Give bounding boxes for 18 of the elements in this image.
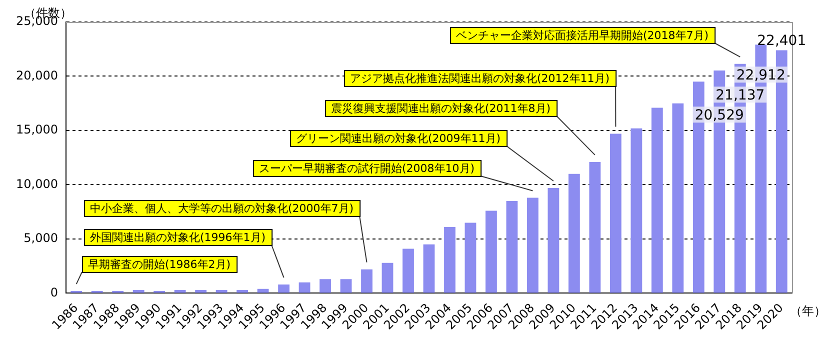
y-tick-label: 15,000	[16, 122, 58, 137]
annotation: 早期審査の開始(1986年2月)	[88, 258, 231, 271]
data-label: 22,401	[757, 32, 806, 49]
annotation: 震災復興支援関連出願の対象化(2011年8月)	[331, 102, 551, 115]
y-tick-label: 5,000	[24, 231, 58, 246]
y-tick-label: 10,000	[16, 176, 58, 191]
annotation: グリーン関連出願の対象化(2009年11月)	[296, 132, 501, 145]
data-label: 20,529	[694, 107, 744, 124]
x-axis-title: （年）	[790, 304, 825, 318]
annotation: ベンチャー企業対応面接活用早期開始(2018年7月)	[456, 28, 709, 42]
annotation: アジア拠点化推進法関連出願の対象化(2012年11月)	[350, 72, 610, 85]
y-tick-label: 0	[50, 285, 58, 300]
data-label: 22,912	[736, 67, 786, 84]
annotation: 中小企業、個人、大学等の出願の対象化(2000年7月)	[90, 202, 354, 215]
annotation: スーパー早期審査の試行開始(2008年10月)	[259, 162, 475, 175]
data-label: 21,137	[716, 87, 765, 104]
annotation: 外国関連出願の対象化(1996年1月)	[90, 230, 266, 244]
y-tick-label: 20,000	[16, 68, 58, 82]
